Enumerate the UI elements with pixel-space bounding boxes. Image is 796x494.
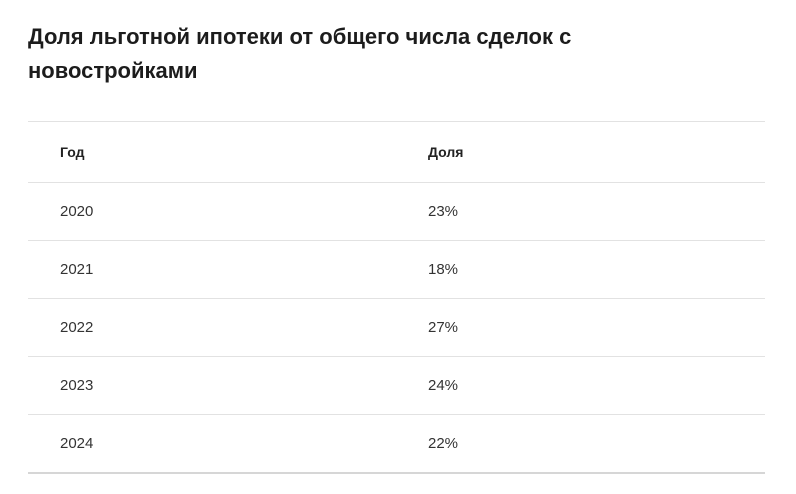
table-cell: 2021 [28, 240, 396, 299]
table-cell: 2022 [28, 298, 396, 357]
table-cell: 2020 [28, 182, 396, 241]
header-row: Год Доля [28, 121, 765, 183]
column-header: Доля [396, 121, 765, 183]
table-cell: 18% [396, 240, 765, 299]
table-head: Год Доля [28, 121, 765, 183]
column-header: Год [28, 121, 396, 183]
table-row: 2020 23% [28, 182, 765, 241]
table-cell: 24% [396, 356, 765, 415]
table-row: 2023 24% [28, 356, 765, 415]
table-cell: 2024 [28, 414, 396, 474]
table-row: 2024 22% [28, 414, 765, 474]
table-cell: 22% [396, 414, 765, 474]
table: Год Доля 2020 23% 2021 18% 2022 27% 2023 24% 2024… [28, 121, 765, 474]
table-cell: 23% [396, 182, 765, 241]
table-row: 2022 27% [28, 298, 765, 357]
title: Доля льготной ипотеки от общего числа сд… [28, 24, 572, 83]
table-body: 2020 23% 2021 18% 2022 27% 2023 24% 2024 22% [28, 182, 765, 474]
table-row: 2021 18% [28, 240, 765, 299]
table-cell: 27% [396, 298, 765, 357]
table-cell: 2023 [28, 356, 396, 415]
